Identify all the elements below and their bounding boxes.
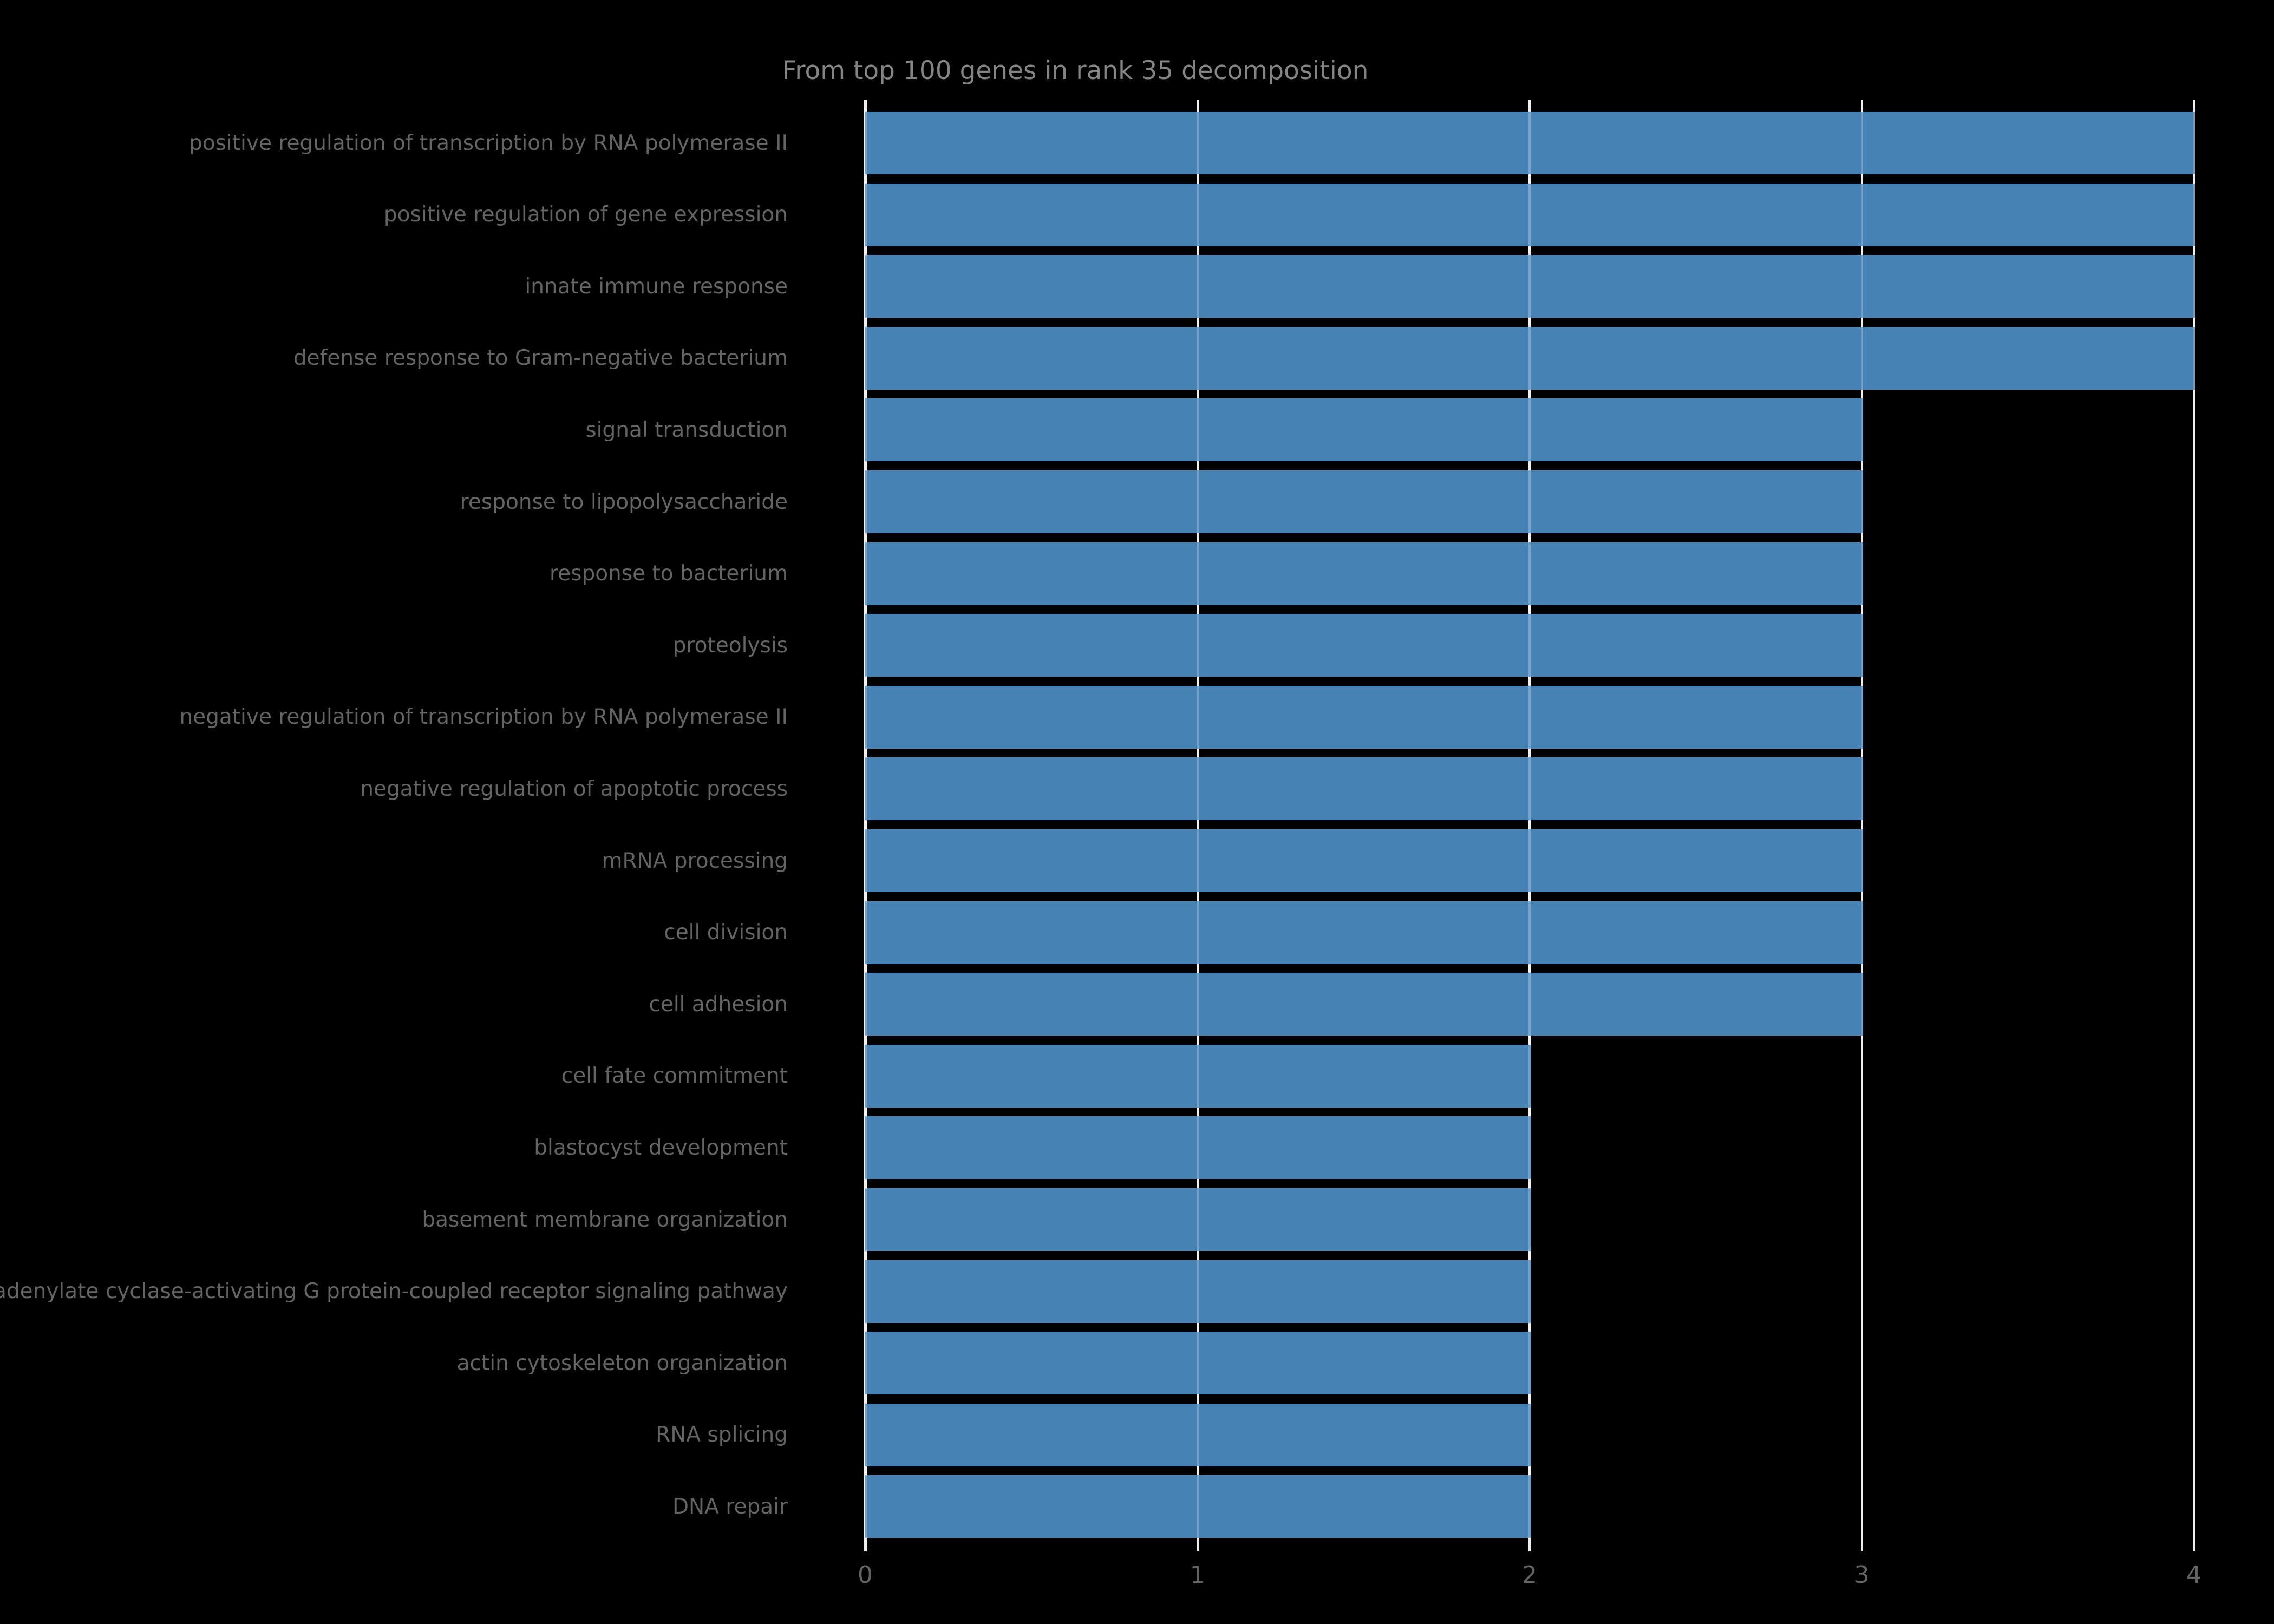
- category-label: DNA repair: [672, 1494, 788, 1519]
- bar: [865, 1332, 1531, 1395]
- category-label: response to bacterium: [549, 561, 788, 586]
- gridline: [2193, 100, 2195, 1551]
- bar: [865, 1475, 1531, 1538]
- gridline-overlay: [1196, 100, 1199, 1542]
- bar: [865, 829, 1863, 892]
- x-tick-label: 2: [1522, 1561, 1537, 1589]
- category-label: basement membrane organization: [422, 1207, 788, 1232]
- category-label: positive regulation of gene expression: [383, 202, 788, 227]
- bar: [865, 255, 2195, 318]
- category-label: cell division: [664, 920, 788, 945]
- category-label: proteolysis: [672, 633, 788, 658]
- category-label: cell fate commitment: [561, 1064, 788, 1089]
- bar: [865, 470, 1863, 533]
- bar: [865, 1403, 1531, 1466]
- category-label: positive regulation of transcription by …: [188, 130, 788, 155]
- bar: [865, 973, 1863, 1036]
- category-label: defense response to Gram-negative bacter…: [293, 346, 788, 371]
- gridline: [864, 100, 867, 1551]
- category-label: cell adhesion: [649, 992, 788, 1017]
- category-label: signal transduction: [585, 417, 788, 442]
- chart-title: From top 100 genes in rank 35 decomposit…: [782, 56, 1369, 86]
- category-label: mRNA processing: [602, 848, 788, 873]
- bar: [865, 1044, 1531, 1108]
- category-label: negative regulation of apoptotic process: [360, 776, 788, 801]
- x-tick-label: 0: [858, 1561, 873, 1589]
- category-label: RNA splicing: [656, 1423, 788, 1448]
- category-label: negative regulation of transcription by …: [179, 705, 788, 730]
- category-label: actin cytoskeleton organization: [456, 1351, 788, 1376]
- bar: [865, 901, 1863, 964]
- x-tick-label: 4: [2186, 1561, 2201, 1589]
- gridline: [1528, 100, 1531, 1551]
- bar: [865, 685, 1863, 749]
- bar: [865, 1260, 1531, 1323]
- gridline: [1196, 100, 1199, 1551]
- bar: [865, 1116, 1531, 1180]
- bar: [865, 326, 2195, 390]
- gridline-overlay: [864, 100, 867, 1542]
- bar: [865, 183, 2195, 246]
- bar: [865, 112, 2195, 174]
- x-tick-label: 3: [1854, 1561, 1870, 1589]
- gridline-overlay: [1860, 100, 1863, 1542]
- bar: [865, 614, 1863, 677]
- bar: [865, 757, 1863, 821]
- bar: [865, 542, 1863, 605]
- gridline-overlay: [2193, 100, 2195, 1542]
- bar: [865, 1188, 1531, 1251]
- bar: [865, 398, 1863, 462]
- category-label: adenylate cyclase-activating G protein-c…: [0, 1279, 788, 1304]
- category-label: blastocyst development: [534, 1135, 788, 1160]
- x-tick-label: 1: [1190, 1561, 1205, 1589]
- gridline: [1860, 100, 1863, 1551]
- category-label: response to lipopolysaccharide: [460, 489, 788, 514]
- gridline-overlay: [1528, 100, 1531, 1542]
- category-label: innate immune response: [525, 274, 788, 299]
